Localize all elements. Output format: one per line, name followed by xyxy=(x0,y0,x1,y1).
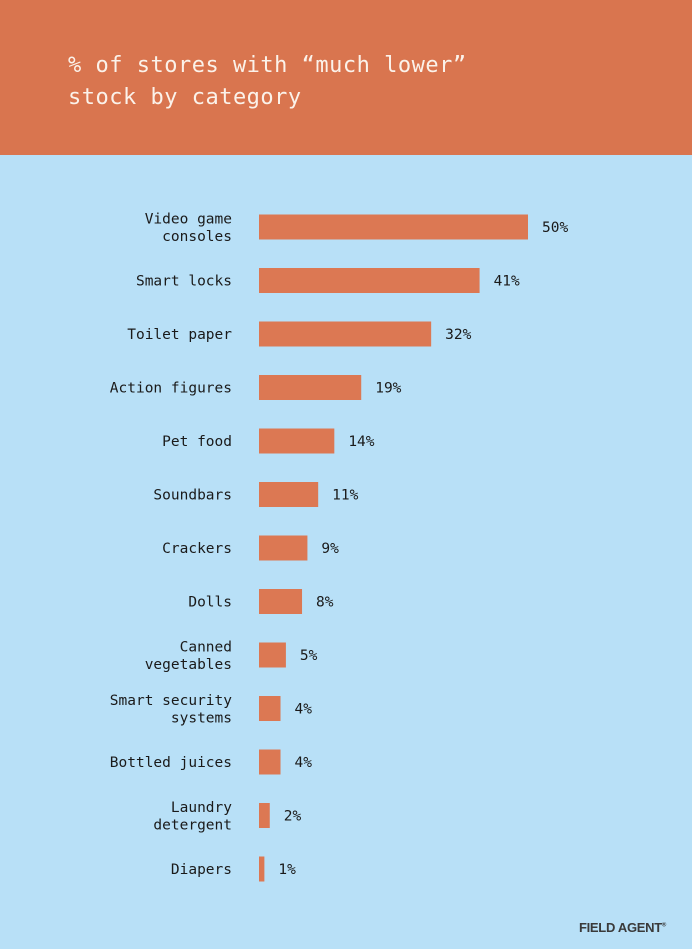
value-label-7: 8% xyxy=(316,595,334,611)
category-label-10: Bottled juices xyxy=(110,755,232,771)
category-label-9: Smart security systems xyxy=(110,693,232,727)
value-label-8: 5% xyxy=(300,648,318,664)
category-label-line: Action figures xyxy=(110,381,232,397)
category-label-line: consoles xyxy=(162,229,232,245)
category-label-8: Canned vegetables xyxy=(145,639,232,673)
category-label-6: Crackers xyxy=(162,541,232,557)
value-label-11: 2% xyxy=(284,809,302,825)
bar-8 xyxy=(259,642,286,668)
field-agent-logo: FIELD AGENT® xyxy=(579,920,666,935)
bar-10 xyxy=(259,749,281,775)
value-label-1: 41% xyxy=(494,274,520,290)
category-label-4: Pet food xyxy=(162,434,232,450)
bar-6 xyxy=(259,535,308,561)
bar-4 xyxy=(259,428,335,454)
bar-0 xyxy=(259,214,528,240)
category-label-line: Crackers xyxy=(162,541,232,557)
value-label-9: 4% xyxy=(295,702,313,718)
bar-11 xyxy=(259,803,270,828)
category-label-2: Toilet paper xyxy=(127,327,232,343)
category-label-line: Toilet paper xyxy=(127,327,232,343)
category-label-0: Video game consoles xyxy=(145,211,232,245)
category-label-line: Video game xyxy=(145,211,232,227)
category-label-line: detergent xyxy=(153,817,232,833)
value-label-2: 32% xyxy=(445,327,471,343)
bar-12 xyxy=(259,856,265,882)
value-label-6: 9% xyxy=(321,541,339,557)
category-label-line: Diapers xyxy=(171,862,232,878)
value-label-4: 14% xyxy=(348,434,374,450)
category-label-1: Smart locks xyxy=(136,274,232,290)
bar-3 xyxy=(259,375,362,400)
category-label-5: Soundbars xyxy=(153,488,232,504)
category-label-3: Action figures xyxy=(110,381,232,397)
category-label-12: Diapers xyxy=(171,862,232,878)
logo-text: FIELD AGENT xyxy=(578,920,662,935)
category-label-line: Pet food xyxy=(162,434,232,450)
category-label-line: vegetables xyxy=(145,657,232,673)
value-label-12: 1% xyxy=(278,862,296,878)
logo-registered-mark: ® xyxy=(661,922,666,929)
bar-1 xyxy=(259,268,480,293)
category-label-line: Soundbars xyxy=(153,488,232,504)
value-label-10: 4% xyxy=(295,755,313,771)
bar-9 xyxy=(259,696,281,721)
category-label-7: Dolls xyxy=(188,595,232,611)
bar-7 xyxy=(259,589,303,614)
chart-title-line-1: % of stores with “much lower” xyxy=(68,53,467,78)
chart-header: % of stores with “much lower” stock by c… xyxy=(0,0,692,155)
value-label-5: 11% xyxy=(332,488,358,504)
value-label-3: 19% xyxy=(375,381,401,397)
category-label-line: Canned xyxy=(180,639,232,655)
category-label-line: Bottled juices xyxy=(110,755,232,771)
category-label-line: systems xyxy=(171,710,232,726)
category-label-line: Smart locks xyxy=(136,274,232,290)
chart-title: % of stores with “much lower” stock by c… xyxy=(68,50,628,114)
category-label-line: Laundry xyxy=(171,800,232,816)
bar-5 xyxy=(259,482,319,507)
category-label-line: Smart security xyxy=(110,693,232,709)
category-label-line: Dolls xyxy=(188,595,232,611)
value-label-0: 50% xyxy=(542,220,568,236)
bar-2 xyxy=(259,321,432,347)
category-label-11: Laundry detergent xyxy=(153,800,232,834)
chart-title-line-2: stock by category xyxy=(68,85,302,110)
